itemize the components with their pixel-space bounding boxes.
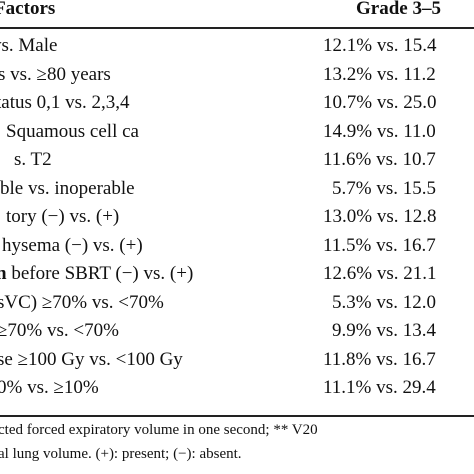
table-row: 0% vs. ≥10% 11.1% vs. 29.4 <box>0 374 474 401</box>
row-factor: Squamous cell ca <box>6 121 139 142</box>
row-factor: before SBRT (−) vs. (+) <box>6 263 194 284</box>
table-footnote: cted forced expiratory volume in one sec… <box>0 418 474 466</box>
row-factor: tory (−) vs. (+) <box>6 206 120 227</box>
table-header: t Factors Grade 3–5 <box>0 0 474 27</box>
row-factor: sVC) ≥70% vs. <70% <box>0 292 164 313</box>
row-value: 12.1% vs. 15.4 <box>323 35 437 56</box>
row-factor: s. T2 <box>14 149 52 170</box>
row-value: 14.9% vs. 11.0 <box>323 121 436 142</box>
table-row: ble vs. inoperable 5.7% vs. 15.5 <box>0 175 474 202</box>
table-row: s vs. ≥80 years 13.2% vs. 11.2 <box>0 61 474 88</box>
row-factor: ≥70% vs. <70% <box>0 320 119 341</box>
row-factor-bold: n <box>0 263 7 284</box>
row-factor: vs. Male <box>0 35 58 56</box>
header-grade: Grade 3–5 <box>356 0 441 19</box>
row-value: 13.0% vs. 12.8 <box>323 206 437 227</box>
row-value: 5.7% vs. 15.5 <box>332 178 436 199</box>
row-value: 13.2% vs. 11.2 <box>323 64 436 85</box>
row-value: 11.5% vs. 16.7 <box>323 235 436 256</box>
row-value: 5.3% vs. 12.0 <box>332 292 436 313</box>
row-factor: ble vs. inoperable <box>0 178 135 199</box>
table-row: s. T2 11.6% vs. 10.7 <box>0 146 474 173</box>
row-factor-wrap: n before SBRT (−) vs. (+) <box>0 260 193 287</box>
table-row: ≥70% vs. <70% 9.9% vs. 13.4 <box>0 317 474 344</box>
table-row: n before SBRT (−) vs. (+) 12.6% vs. 21.1 <box>0 260 474 287</box>
table-row: tory (−) vs. (+) 13.0% vs. 12.8 <box>0 203 474 230</box>
table-row: se ≥100 Gy vs. <100 Gy 11.8% vs. 16.7 <box>0 346 474 373</box>
row-factor: se ≥100 Gy vs. <100 Gy <box>0 349 183 370</box>
table-row: sVC) ≥70% vs. <70% 5.3% vs. 12.0 <box>0 289 474 316</box>
header-rule <box>0 27 474 29</box>
row-factor: hysema (−) vs. (+) <box>2 235 143 256</box>
row-value: 10.7% vs. 25.0 <box>323 92 437 113</box>
row-value: 11.6% vs. 10.7 <box>323 149 436 170</box>
footnote-line-2: al lung volume. (+): present; (−): absen… <box>0 446 242 462</box>
row-factor: 0% vs. ≥10% <box>0 377 99 398</box>
header-factors: t Factors <box>0 0 56 19</box>
row-factor: s vs. ≥80 years <box>0 64 111 85</box>
row-factor: tatus 0,1 vs. 2,3,4 <box>0 92 130 113</box>
table-bottom-rule <box>0 415 474 417</box>
row-value: 11.8% vs. 16.7 <box>323 349 436 370</box>
table-row: hysema (−) vs. (+) 11.5% vs. 16.7 <box>0 232 474 259</box>
row-value: 9.9% vs. 13.4 <box>332 320 436 341</box>
table-row: Squamous cell ca 14.9% vs. 11.0 <box>0 118 474 145</box>
footnote-line-1: cted forced expiratory volume in one sec… <box>0 422 318 438</box>
table-row: vs. Male 12.1% vs. 15.4 <box>0 32 474 59</box>
row-value: 12.6% vs. 21.1 <box>323 263 437 284</box>
row-value: 11.1% vs. 29.4 <box>323 377 436 398</box>
table-row: tatus 0,1 vs. 2,3,4 10.7% vs. 25.0 <box>0 89 474 116</box>
